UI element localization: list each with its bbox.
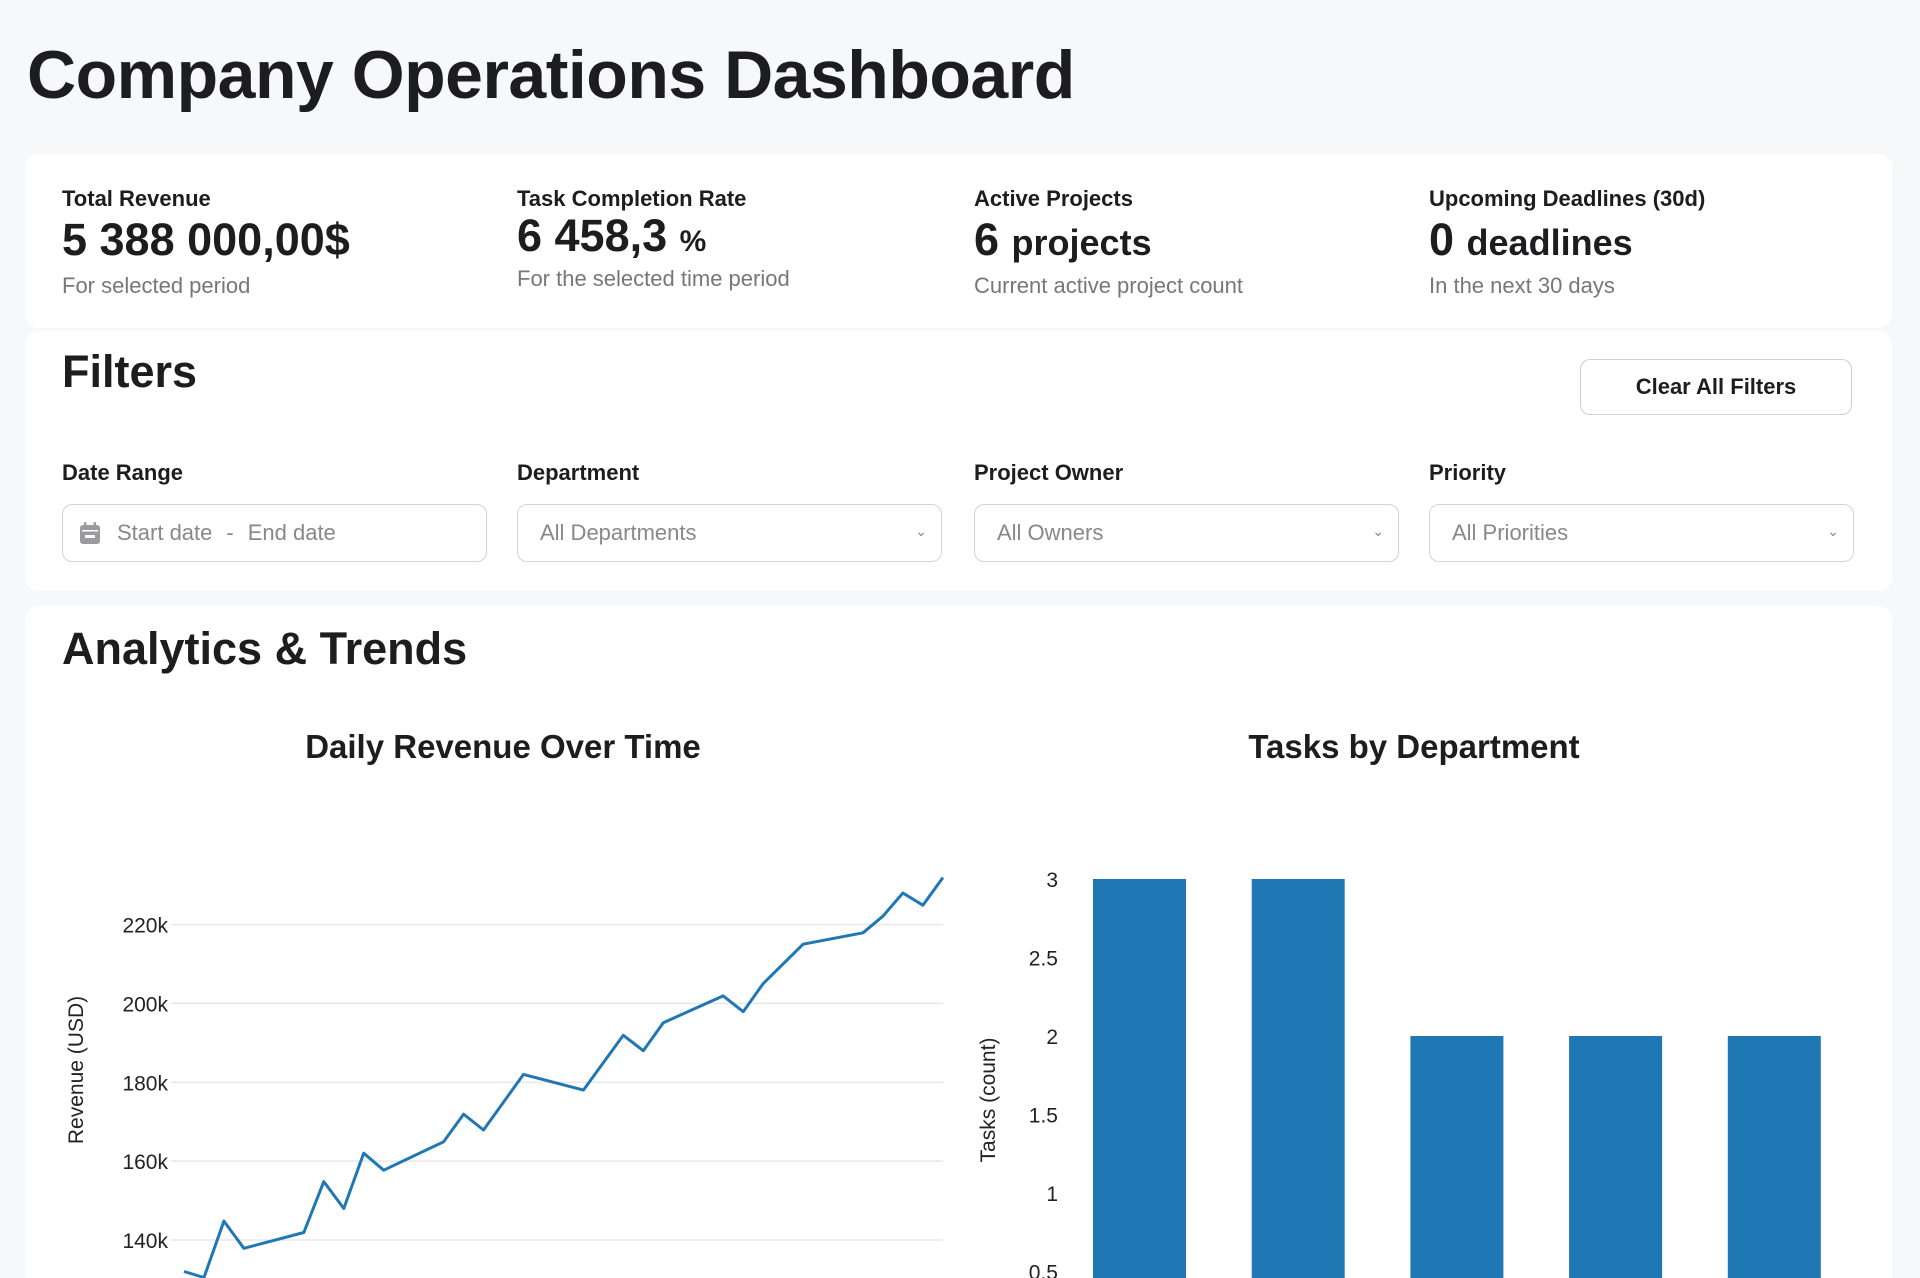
y-tick-label: 0.5: [1029, 1262, 1058, 1278]
y-tick-label: 1.5: [1029, 1105, 1058, 1128]
kpi-subtitle: For selected period: [62, 273, 251, 298]
bar: [1569, 1036, 1663, 1278]
y-tick-label: 140k: [122, 1230, 168, 1253]
revenue-series-line: [183, 876, 945, 1278]
priority-value: All Priorities: [1452, 520, 1569, 545]
revenue-line-chart: 140k 160k 180k 200k 220k Revenue (USD): [65, 876, 945, 1278]
kpi-value: 5 388 000,00$: [62, 214, 350, 265]
department-select[interactable]: All Departments ⌄: [517, 504, 942, 562]
chevron-down-icon: ⌄: [1827, 523, 1839, 539]
y-axis-label: Revenue (USD): [65, 996, 88, 1144]
y-tick-label: 2.5: [1029, 948, 1058, 971]
kpi-subtitle: In the next 30 days: [1429, 273, 1615, 298]
kpi-unit: deadlines: [1466, 222, 1633, 263]
date-separator: -: [226, 520, 234, 545]
tasks-bar-chart: 0.5 1 1.5 2 2.5 3 Tasks (count): [977, 869, 1821, 1278]
clear-all-filters-button[interactable]: Clear All Filters: [1580, 359, 1852, 415]
priority-select[interactable]: All Priorities ⌄: [1429, 504, 1854, 562]
kpi-value: 0 deadlines: [1429, 214, 1633, 266]
y-tick-label: 160k: [122, 1151, 168, 1174]
kpi-label: Upcoming Deadlines (30d): [1429, 186, 1706, 211]
y-tick-label: 3: [1046, 869, 1058, 892]
project-owner-label: Project Owner: [974, 460, 1124, 485]
calendar-icon: [80, 522, 100, 544]
filters-heading: Filters: [62, 346, 198, 397]
kpi-value: 6 projects: [974, 214, 1152, 266]
kpi-number: 6 458,3: [517, 210, 668, 261]
bar: [1727, 1036, 1821, 1278]
date-range-label: Date Range: [62, 460, 184, 485]
kpi-label: Active Projects: [974, 186, 1133, 211]
kpi-number: 6: [974, 214, 1000, 265]
bar: [1093, 879, 1186, 1278]
kpi-card: [25, 154, 1892, 328]
bar: [1410, 1036, 1504, 1278]
kpi-label: Task Completion Rate: [517, 186, 747, 211]
chevron-down-icon: ⌄: [915, 523, 927, 539]
kpi-subtitle: Current active project count: [974, 273, 1244, 298]
y-tick-label: 220k: [122, 915, 168, 938]
kpi-number: 0: [1429, 214, 1455, 265]
line-chart-title: Daily Revenue Over Time: [305, 728, 701, 765]
date-range-picker[interactable]: Start date - End date: [62, 504, 487, 562]
kpi-label: Total Revenue: [62, 186, 211, 211]
project-owner-select[interactable]: All Owners ⌄: [974, 504, 1399, 562]
analytics-heading: Analytics & Trends: [62, 623, 468, 674]
y-axis-label: Tasks (count): [977, 1038, 1000, 1163]
y-tick-label: 180k: [122, 1072, 168, 1095]
bar-chart-title: Tasks by Department: [1248, 728, 1580, 765]
department-value: All Departments: [540, 520, 697, 545]
project-owner-value: All Owners: [997, 520, 1104, 545]
bar: [1251, 879, 1345, 1278]
end-date-input[interactable]: End date: [247, 520, 336, 545]
start-date-input[interactable]: Start date: [117, 520, 213, 545]
department-label: Department: [517, 460, 640, 485]
kpi-unit: %: [679, 225, 707, 258]
page-title: Company Operations Dashboard: [27, 37, 1075, 113]
chevron-down-icon: ⌄: [1372, 523, 1384, 539]
y-tick-label: 2: [1046, 1026, 1058, 1049]
kpi-unit: projects: [1011, 222, 1152, 263]
y-tick-label: 1: [1046, 1183, 1058, 1206]
kpi-subtitle: For the selected time period: [517, 266, 790, 291]
y-tick-label: 200k: [122, 993, 168, 1016]
priority-label: Priority: [1429, 460, 1507, 485]
kpi-value: 6 458,3 %: [517, 210, 706, 262]
